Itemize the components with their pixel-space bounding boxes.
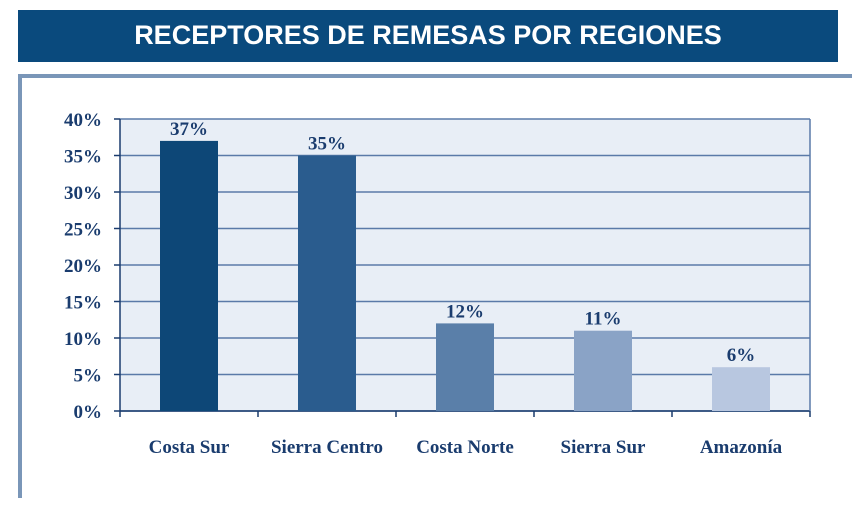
x-tick-label: Amazonía xyxy=(700,437,783,458)
y-tick-label: 20% xyxy=(64,256,102,277)
y-tick-label: 35% xyxy=(64,147,102,168)
y-tick-label: 25% xyxy=(64,220,102,241)
bar xyxy=(712,367,770,411)
y-tick-label: 0% xyxy=(74,402,103,423)
bar xyxy=(160,140,218,411)
bar xyxy=(436,323,494,411)
x-tick-label: Costa Norte xyxy=(416,437,514,458)
x-tick-label: Sierra Sur xyxy=(561,437,647,458)
title-banner xyxy=(18,10,838,62)
chart-title: RECEPTORES DE REMESAS POR REGIONES xyxy=(134,20,722,50)
y-tick-label: 30% xyxy=(64,183,102,204)
y-tick-label: 5% xyxy=(74,366,103,387)
x-tick-label: Sierra Centro xyxy=(271,437,383,458)
data-label: 12% xyxy=(446,301,484,322)
bar xyxy=(298,155,356,411)
y-tick-label: 10% xyxy=(64,329,102,350)
x-tick-label: Costa Sur xyxy=(149,437,230,458)
y-tick-label: 15% xyxy=(64,293,102,314)
data-label: 6% xyxy=(727,345,756,366)
bar xyxy=(574,330,632,411)
data-label: 11% xyxy=(585,309,622,330)
data-label: 35% xyxy=(308,134,346,155)
data-label: 37% xyxy=(170,119,208,140)
panel-border xyxy=(18,74,852,498)
y-tick-label: 40% xyxy=(64,110,102,131)
